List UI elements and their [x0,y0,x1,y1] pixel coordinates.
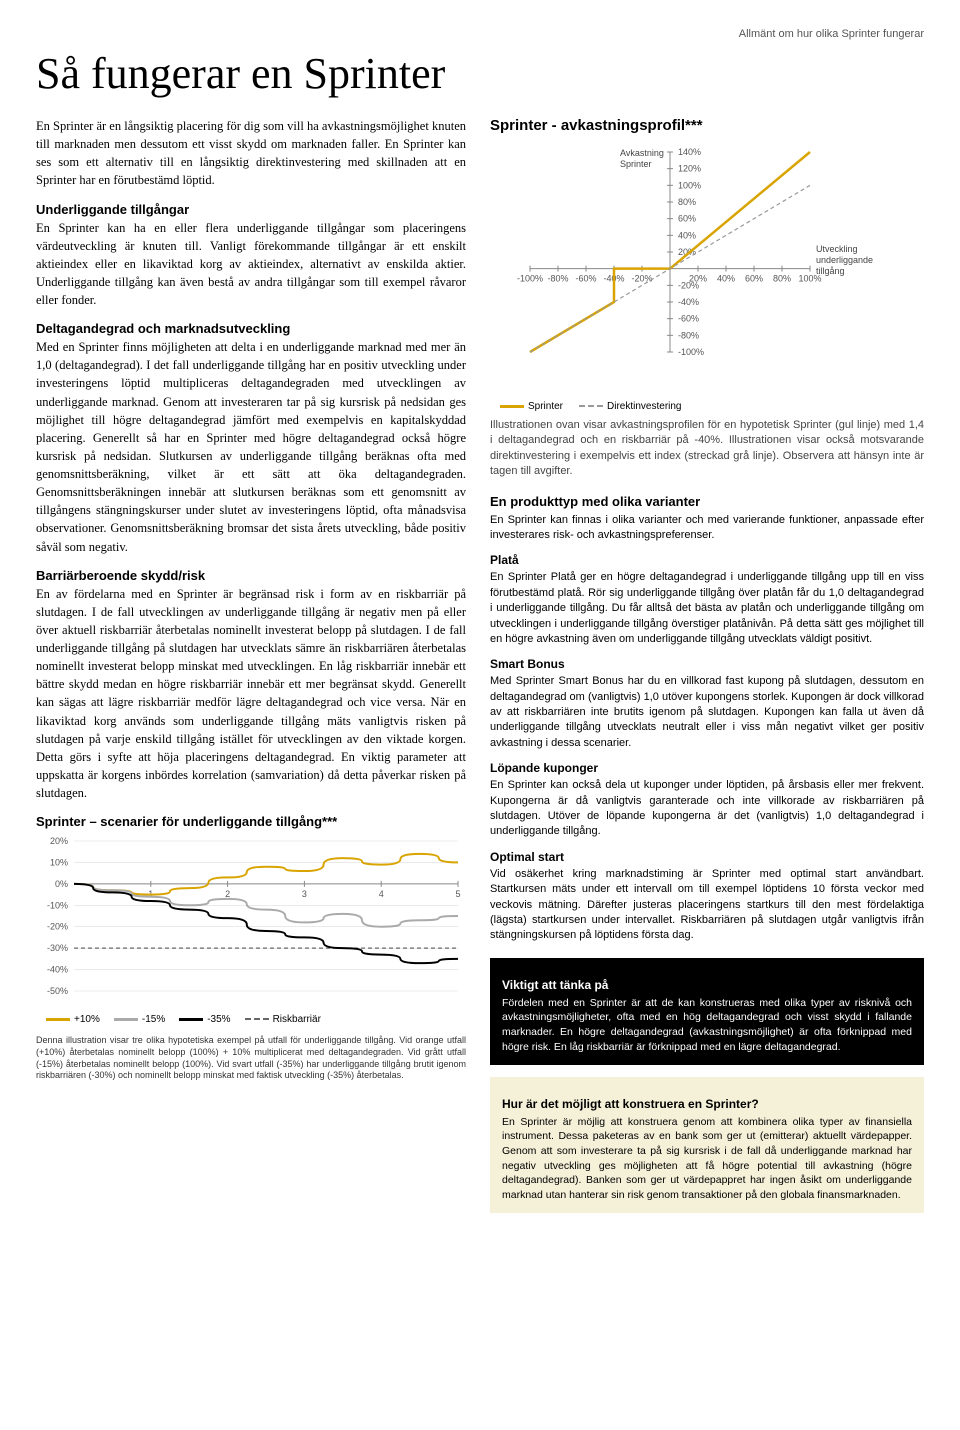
svg-text:2: 2 [225,889,230,899]
svg-text:-100%: -100% [517,274,543,284]
svg-text:Utveckling: Utveckling [816,244,858,254]
svg-text:80%: 80% [678,197,696,207]
callout-konstruera-text: En Sprinter är möjlig att konstruera gen… [502,1115,912,1203]
two-column-layout: En Sprinter är en långsiktig placering f… [36,117,924,1213]
paragraph-kuponger: En Sprinter kan också dela ut kuponger u… [490,778,924,840]
scenario-chart-title: Sprinter – scenarier för underliggande t… [36,814,466,829]
svg-text:-60%: -60% [678,314,699,324]
svg-text:3: 3 [302,889,307,899]
svg-text:20%: 20% [50,836,68,846]
svg-text:4: 4 [379,889,384,899]
svg-text:140%: 140% [678,147,701,157]
svg-text:-80%: -80% [678,330,699,340]
svg-text:-20%: -20% [678,280,699,290]
svg-text:0%: 0% [55,879,68,889]
callout-viktigt: Viktigt att tänka på Fördelen med en Spr… [490,958,924,1065]
paragraph-deltagandegrad: Med en Sprinter finns möjligheten att de… [36,338,466,556]
svg-text:100%: 100% [678,180,701,190]
svg-text:-40%: -40% [47,965,68,975]
scenario-footnote: Denna illustration visar tre olika hypot… [36,1035,466,1082]
svg-text:underliggande: underliggande [816,255,873,265]
svg-text:40%: 40% [717,274,735,284]
svg-text:60%: 60% [745,274,763,284]
intro-paragraph: En Sprinter är en långsiktig placering f… [36,117,466,190]
callout-viktigt-heading: Viktigt att tänka på [502,978,912,992]
callout-konstruera: Hur är det möjligt att konstruera en Spr… [490,1077,924,1213]
scenario-chart-svg: -50%-40%-30%-20%-10%0%10%20%12345 [36,835,466,1005]
heading-deltagandegrad: Deltagandegrad och marknadsutveckling [36,321,466,336]
profile-chart-caption: Illustrationen ovan visar avkastningspro… [490,418,924,480]
svg-text:-30%: -30% [47,943,68,953]
svg-text:tillgång: tillgång [816,266,845,276]
paragraph-smartbonus: Med Sprinter Smart Bonus har du en villk… [490,674,924,751]
paragraph-varianter: En Sprinter kan finnas i olika varianter… [490,513,924,544]
svg-text:-10%: -10% [47,900,68,910]
svg-text:Sprinter: Sprinter [620,159,652,169]
svg-text:-40%: -40% [678,297,699,307]
callout-konstruera-heading: Hur är det möjligt att konstruera en Spr… [502,1097,912,1111]
profile-chart-title: Sprinter - avkastningsprofil*** [490,117,924,134]
heading-underliggande: Underliggande tillgångar [36,202,466,217]
svg-text:-20%: -20% [47,922,68,932]
heading-smartbonus: Smart Bonus [490,657,924,671]
svg-text:5: 5 [455,889,460,899]
heading-plata: Platå [490,553,924,567]
page-title: Så fungerar en Sprinter [36,48,924,99]
svg-text:80%: 80% [773,274,791,284]
svg-text:-100%: -100% [678,347,704,357]
section-eyebrow: Allmänt om hur olika Sprinter fungerar [36,28,924,40]
svg-text:-80%: -80% [547,274,568,284]
svg-text:10%: 10% [50,858,68,868]
scenario-chart-block: Sprinter – scenarier för underliggande t… [36,814,466,1025]
right-column: Sprinter - avkastningsprofil*** -100% -80… [490,117,924,1213]
heading-optimalstart: Optimal start [490,850,924,864]
svg-text:40%: 40% [678,230,696,240]
scenario-chart-legend: +10%-15%-35%Riskbarriär [36,1014,466,1025]
callout-viktigt-text: Fördelen med en Sprinter är att de kan k… [502,996,912,1055]
heading-varianter: En produkttyp med olika varianter [490,494,924,509]
paragraph-optimalstart: Vid osäkerhet kring marknadstiming är Sp… [490,867,924,944]
paragraph-barriar: En av fördelarna med en Sprinter är begr… [36,585,466,803]
left-column: En Sprinter är en långsiktig placering f… [36,117,466,1213]
heading-barriar: Barriärberoende skydd/risk [36,568,466,583]
svg-text:-60%: -60% [575,274,596,284]
svg-text:60%: 60% [678,214,696,224]
svg-text:-20%: -20% [631,274,652,284]
heading-kuponger: Löpande kuponger [490,761,924,775]
svg-text:Avkastning: Avkastning [620,148,664,158]
profile-chart-svg: -100%-80%-60%-40%-20%20%40%60%80%100%-10… [490,142,890,392]
paragraph-plata: En Sprinter Platå ger en högre deltagand… [490,570,924,647]
profile-chart-legend: SprinterDirektinvestering [490,401,924,412]
svg-text:120%: 120% [678,164,701,174]
svg-text:-50%: -50% [47,986,68,996]
paragraph-underliggande: En Sprinter kan ha en eller flera underl… [36,219,466,310]
